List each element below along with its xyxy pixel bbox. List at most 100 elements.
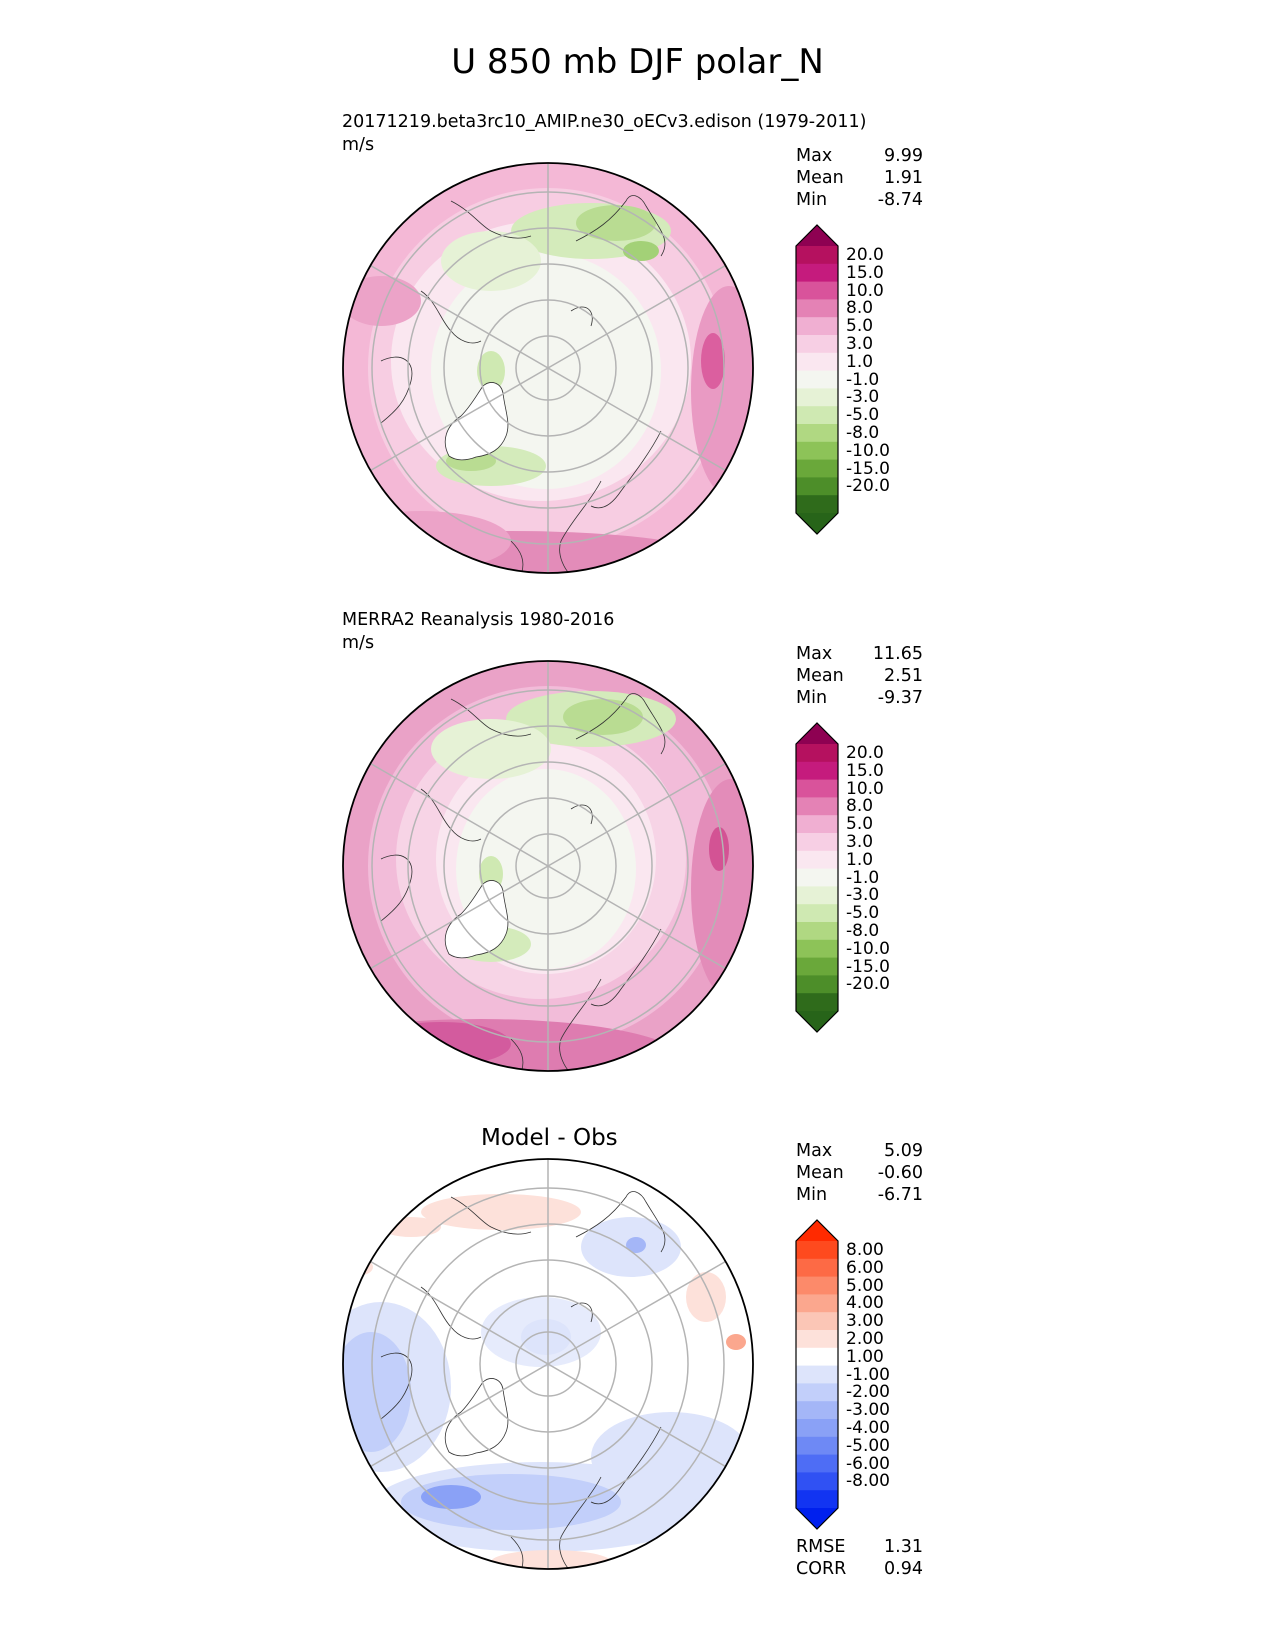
colorbar-tick-label: -1.0	[846, 867, 880, 888]
colorbar-segment	[796, 388, 838, 407]
colorbar-tick-label: 10.0	[846, 778, 884, 799]
colorbar-tick-label: 15.0	[846, 760, 884, 781]
colorbar-tick-label: 10.0	[846, 280, 884, 301]
panel-2-units: m/s	[342, 633, 375, 653]
colorbar-segment	[796, 779, 838, 798]
colorbar-tick-label: 5.0	[846, 814, 874, 835]
colorbar-tick-label: -15.0	[846, 956, 890, 977]
colorbar-segment	[796, 1383, 838, 1402]
colorbar-outline	[795, 722, 839, 1033]
max-label: Max	[796, 1141, 833, 1161]
mean-label: Mean	[796, 666, 844, 686]
colorbar-tick-label: 5.0	[846, 316, 874, 337]
colorbar-segment	[796, 406, 838, 425]
max-value: 5.09	[884, 1141, 923, 1161]
colorbar-tick-label: -20.0	[846, 476, 890, 497]
mean-label: Mean	[796, 1163, 844, 1183]
mean-label: Mean	[796, 168, 844, 188]
colorbar-tick-label: 1.00	[846, 1346, 884, 1367]
colorbar-segment	[796, 975, 838, 994]
colorbar-segment	[796, 1419, 838, 1438]
colorbar-extend-min	[796, 1508, 838, 1529]
colorbar-segment	[796, 441, 838, 461]
max-value: 9.99	[884, 146, 923, 166]
max-label: Max	[796, 644, 833, 664]
colorbar-segment	[796, 850, 838, 870]
colorbar-tick-label: 8.0	[846, 796, 874, 817]
min-value: -8.74	[877, 190, 923, 210]
corr-value: 0.94	[884, 1559, 923, 1579]
panel-1-colorbar-labels: 20.0 15.0 10.0 8.0 5.0 3.0 1.0 -1.0 -3.0 -5.0 -8.0…	[846, 245, 890, 497]
colorbar-segment	[796, 263, 838, 283]
colorbar-segment	[796, 281, 838, 300]
panel-1-stats: Max 9.99 Mean 1.91 Min -8.74	[796, 145, 923, 211]
colorbar-tick-label: 1.0	[846, 351, 874, 372]
colorbar-segment	[796, 904, 838, 923]
colorbar-tick-label: -20.0	[846, 974, 890, 995]
colorbar-tick-label: 6.00	[846, 1257, 884, 1278]
min-value: -9.37	[877, 688, 923, 708]
colorbar-tick-label: -6.00	[846, 1453, 890, 1474]
mean-value: 2.51	[884, 666, 923, 686]
panel-1-colorbar	[795, 224, 839, 535]
colorbar-tick-label: -3.00	[846, 1400, 890, 1421]
rmse-label: RMSE	[796, 1537, 846, 1557]
colorbar-segment	[796, 886, 838, 905]
colorbar-segment	[796, 424, 838, 443]
colorbar-tick-label: -10.0	[846, 440, 890, 461]
colorbar-segment	[796, 1241, 838, 1260]
colorbar-segment	[796, 761, 838, 781]
colorbar-tick-label: 3.0	[846, 333, 874, 354]
colorbar-segment	[796, 1472, 838, 1491]
colorbar-segment	[796, 459, 838, 478]
colorbar-tick-label: -8.0	[846, 422, 880, 443]
colorbar-tick-label: 5.00	[846, 1275, 884, 1296]
colorbar-tick-label: -10.0	[846, 938, 890, 959]
colorbar-outline	[795, 224, 839, 535]
colorbar-segment	[796, 922, 838, 941]
colorbar-segment	[796, 993, 838, 1012]
colorbar-segment	[796, 1312, 838, 1331]
colorbar-tick-label: 8.00	[846, 1240, 884, 1260]
colorbar-tick-label: -1.0	[846, 369, 880, 390]
colorbar-segment	[796, 370, 838, 389]
colorbar-tick-label: 1.0	[846, 849, 874, 870]
colorbar-outline	[795, 1219, 839, 1530]
panel-2-polar-map	[342, 660, 754, 1072]
colorbar-segment	[796, 1258, 838, 1278]
colorbar-extend-max	[796, 723, 838, 744]
colorbar-tick-label: -8.0	[846, 920, 880, 941]
colorbar-tick-label: 20.0	[846, 245, 884, 265]
colorbar-segment	[796, 1436, 838, 1456]
colorbar-segment	[796, 1490, 838, 1509]
colorbar-tick-label: 3.0	[846, 831, 874, 852]
colorbar-segment	[796, 797, 838, 816]
rmse-value: 1.31	[884, 1537, 923, 1557]
corr-label: CORR	[796, 1559, 847, 1579]
colorbar-segment	[796, 335, 838, 354]
colorbar-segment	[796, 868, 838, 887]
colorbar-extend-max	[796, 225, 838, 246]
mean-value: 1.91	[884, 168, 923, 188]
colorbar-tick-label: -15.0	[846, 458, 890, 479]
max-label: Max	[796, 146, 833, 166]
colorbar-segment	[796, 1347, 838, 1367]
colorbar-segment	[796, 495, 838, 514]
mean-value: -0.60	[877, 1163, 923, 1183]
colorbar-tick-label: -1.00	[846, 1364, 890, 1385]
colorbar-tick-label: -5.0	[846, 405, 880, 426]
colorbar-tick-label: 2.00	[846, 1328, 884, 1349]
colorbar-segment	[796, 1330, 838, 1349]
panel-3-colorbar-labels: 8.00 6.00 5.00 4.00 3.00 2.00 1.00 -1.00 -2.00 -3…	[846, 1240, 890, 1491]
colorbar-segment	[796, 815, 838, 834]
colorbar-extend-max	[796, 1220, 838, 1241]
panel-3-metrics: RMSE 1.31 CORR 0.94	[796, 1536, 923, 1580]
min-label: Min	[796, 1185, 828, 1205]
panel-2-title: MERRA2 Reanalysis 1980-2016	[342, 610, 615, 630]
colorbar-segment	[796, 299, 838, 318]
colorbar-segment	[796, 352, 838, 372]
colorbar-tick-label: -5.00	[846, 1435, 890, 1456]
panel-1-polar-map	[342, 162, 754, 574]
colorbar-tick-label: -4.00	[846, 1417, 890, 1438]
colorbar-segment	[796, 477, 838, 496]
